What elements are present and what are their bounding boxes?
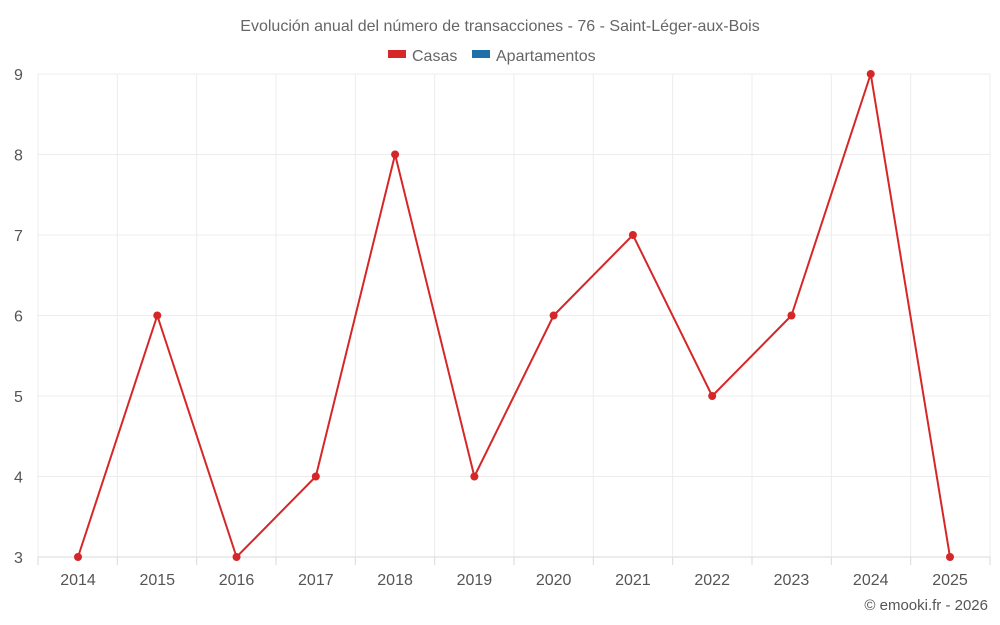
x-axis-ticks: 2014 2015 2016 2017 2018 2019 2020 2021 2022 2023… (60, 572, 968, 589)
series-line (77, 73, 951, 558)
series-casas (74, 70, 954, 561)
data-point[interactable] (708, 392, 717, 400)
legend-swatch (388, 50, 406, 58)
y-tick-label: 7 (14, 228, 23, 245)
legend-item-apartamentos[interactable]: Apartamentos (472, 48, 596, 65)
x-tick-label: 2022 (694, 572, 730, 589)
data-point[interactable] (946, 553, 954, 561)
x-tick-label: 2024 (853, 572, 889, 589)
x-tick-label: 2021 (615, 572, 651, 589)
y-axis-ticks: 3 4 5 6 7 8 9 (14, 67, 23, 567)
x-tick-label: 2025 (932, 572, 968, 589)
legend: Casas Apartamentos (388, 48, 596, 65)
legend-label: Casas (412, 48, 457, 65)
y-tick-label: 5 (14, 389, 23, 406)
y-tick-label: 9 (14, 67, 23, 84)
x-tick-label: 2014 (60, 572, 96, 589)
y-tick-label: 3 (14, 550, 23, 567)
data-point[interactable] (232, 553, 241, 561)
data-point[interactable] (866, 70, 875, 78)
data-point[interactable] (311, 472, 320, 481)
data-point[interactable] (628, 231, 637, 239)
x-tick-label: 2023 (774, 572, 810, 589)
legend-swatch (472, 50, 490, 58)
x-tick-label: 2015 (139, 572, 175, 589)
data-point[interactable] (787, 311, 796, 320)
y-tick-label: 8 (14, 148, 23, 165)
x-tick-label: 2020 (536, 572, 572, 589)
y-tick-label: 6 (14, 309, 23, 326)
copyright-credit: © emooki.fr - 2026 (864, 597, 988, 614)
chart-title: Evolución anual del número de transaccio… (240, 18, 759, 35)
x-tick-label: 2018 (377, 572, 413, 589)
data-point[interactable] (391, 150, 400, 159)
legend-item-casas[interactable]: Casas (388, 48, 457, 65)
data-point[interactable] (549, 311, 558, 320)
x-tick-label: 2016 (219, 572, 255, 589)
x-tick-label: 2019 (457, 572, 493, 589)
series-layer (74, 70, 954, 561)
data-point[interactable] (74, 553, 82, 561)
legend-label: Apartamentos (496, 48, 596, 65)
data-point[interactable] (153, 311, 162, 320)
data-point[interactable] (470, 472, 479, 481)
x-tick-label: 2017 (298, 572, 334, 589)
y-tick-label: 4 (14, 470, 23, 487)
